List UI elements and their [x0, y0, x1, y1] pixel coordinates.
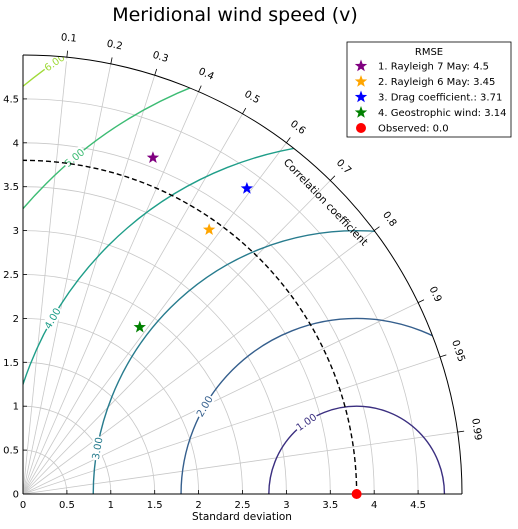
corr-tick-label: 0.8	[380, 210, 398, 229]
legend-label: 2. Rayleigh 6 May: 3.45	[378, 77, 495, 88]
corr-tick-label: 0.4	[197, 66, 216, 82]
corr-grid-line	[22, 431, 458, 495]
corr-grid-line	[22, 180, 331, 495]
corr-tick-mark	[439, 354, 447, 358]
x-tick-label: 0.5	[59, 500, 75, 511]
x-axis-label: Standard deviation	[192, 511, 292, 523]
std-grid-arc	[22, 449, 68, 495]
rmse-label-bg	[193, 392, 216, 420]
corr-tick-mark	[154, 68, 158, 76]
std-grid-arc	[22, 186, 331, 495]
y-tick-label: 3.5	[3, 182, 19, 193]
data-point	[202, 223, 216, 235]
rmse-contour-label: 2.00	[195, 394, 216, 419]
y-tick-label: 2	[13, 314, 19, 325]
rmse-label-bg	[293, 410, 320, 434]
rmse-contour-label: 4.00	[43, 307, 64, 332]
corr-tick-mark	[330, 175, 336, 181]
rmse-label-bg	[41, 305, 64, 332]
legend-entries: 1. Rayleigh 7 May: 4.5 2. Rayleigh 6 May:…	[354, 59, 506, 135]
y-tick-label: 1	[13, 402, 19, 413]
x-tick-label: 3	[283, 500, 289, 511]
corr-tick-label: 0.5	[242, 89, 261, 106]
corr-tick-label: 0.3	[151, 50, 169, 65]
y-tick-label: 3	[13, 226, 19, 237]
y-tick-label: 4.5	[3, 94, 19, 105]
x-tick-label: 0	[20, 500, 26, 511]
corr-tick-mark	[417, 299, 425, 304]
data-point	[133, 320, 146, 333]
data-points	[133, 151, 362, 499]
legend-box	[346, 41, 512, 138]
corr-tick-mark	[457, 430, 465, 433]
rmse-label-bg	[89, 435, 106, 462]
corr-tick-label: 0.6	[288, 119, 307, 137]
corr-tick-label: 0.95	[449, 339, 466, 364]
legend-label: 3. Drag coefficient.: 3.71	[378, 93, 502, 104]
std-grid-arc	[22, 318, 199, 495]
y-tick-label: 0.5	[3, 446, 19, 457]
reference-arc	[22, 159, 358, 495]
chart-title: Meridional wind speed (v)	[112, 4, 358, 26]
x-tick-label: 2.5	[235, 500, 251, 511]
y-tick-label: 2.5	[3, 270, 19, 281]
corr-tick-mark	[242, 107, 247, 115]
corr-grid-line	[22, 91, 199, 495]
x-tick-label: 3.5	[322, 500, 338, 511]
rmse-contour	[268, 405, 446, 494]
data-point	[240, 181, 254, 194]
y-tick-label: 0	[13, 490, 19, 501]
legend-marker	[354, 75, 368, 87]
y-tick-label: 1.5	[3, 358, 19, 369]
corr-grid-line	[22, 302, 419, 495]
outer-arc	[22, 54, 463, 495]
corr-tick-label: 0.99	[469, 418, 483, 442]
data-point	[351, 489, 362, 499]
std-grid-arc	[22, 98, 419, 495]
x-tick-label: 1	[108, 500, 114, 511]
rmse-label-bg	[61, 145, 88, 171]
legend-label: Observed: 0.0	[378, 124, 449, 135]
legend-title: RMSE	[415, 47, 443, 58]
legend-label: 4. Geostrophic wind: 3.14	[378, 108, 506, 119]
corr-tick-mark	[373, 226, 380, 231]
legend-label: 1. Rayleigh 7 May: 4.5	[378, 62, 489, 73]
x-tick-label: 4	[371, 500, 377, 511]
corr-tick-mark	[110, 57, 113, 64]
legend-marker	[354, 59, 368, 72]
corr-grid-line	[22, 230, 375, 495]
legend-marker	[356, 123, 366, 133]
corr-tick-label: 0.1	[60, 32, 77, 45]
corr-grid-line	[22, 57, 68, 495]
legend: RMSE 1. Rayleigh 7 May: 4.5 2. Rayleigh 6…	[346, 41, 512, 138]
rmse-contour	[92, 229, 462, 494]
corr-tick-mark	[198, 85, 202, 92]
x-tick-label: 2	[195, 500, 201, 511]
corr-tick-label: 0.7	[334, 158, 353, 177]
std-grid-arc	[22, 274, 243, 495]
corr-grid-line	[22, 142, 287, 495]
axis-ticks: 00 0.5 0.5 1 1 1.5 1.5 2 2 2.5 2.5 3 3 3.5 3.5 4 4 4.5 4.5	[3, 94, 426, 511]
corr-grid-line	[22, 63, 112, 495]
std-grid-arc	[22, 361, 156, 495]
legend-marker	[354, 90, 368, 103]
rmse-contour	[23, 142, 462, 494]
corr-tick-label: 0.2	[106, 39, 124, 53]
x-tick-label: 1.5	[147, 500, 163, 511]
correlation-axis-label: Correlation coefficient	[281, 157, 370, 249]
std-grid-arc	[22, 142, 375, 495]
rmse-contour-label: 3.00	[91, 437, 106, 461]
std-grid-arc	[22, 230, 287, 495]
corr-grid-line	[22, 75, 156, 495]
corr-tick-mark	[286, 137, 291, 144]
corr-grid-line	[22, 356, 441, 495]
corr-tick-mark	[66, 50, 68, 58]
data-point	[146, 151, 160, 163]
y-tick-label: 4	[13, 138, 19, 149]
corr-tick-label: 0.9	[427, 285, 444, 304]
legend-marker	[354, 106, 368, 118]
reference-std-arc	[22, 159, 358, 495]
x-tick-label: 4.5	[410, 500, 426, 511]
